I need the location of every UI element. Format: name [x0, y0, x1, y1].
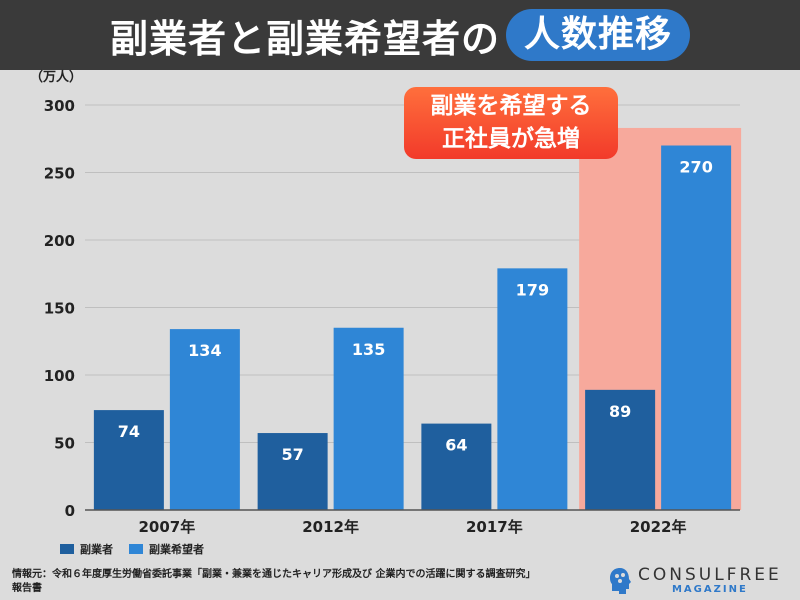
y-tick-label: 100 — [44, 367, 75, 385]
bar-value-label: 179 — [516, 280, 549, 299]
x-tick-label: 2012年 — [302, 518, 359, 536]
y-axis-unit: （万人） — [30, 70, 83, 85]
bar — [333, 327, 404, 510]
y-tick-label: 300 — [44, 97, 75, 115]
x-tick-label: 2022年 — [630, 518, 687, 536]
legend-swatch-side-job-hopeful — [129, 544, 143, 554]
bar — [93, 410, 164, 510]
bar — [257, 433, 328, 510]
y-tick-label: 0 — [65, 502, 75, 520]
x-tick-label: 2007年 — [139, 518, 196, 536]
brand-logo: CONSULFREE MAGAZINE — [608, 566, 782, 595]
legend-item-side-job: 副業者 — [60, 541, 113, 557]
header-bar: 副業者と副業希望者の 人数推移 — [0, 0, 800, 70]
callout-line-2: 正社員が急増 — [442, 126, 580, 152]
x-tick-label: 2017年 — [466, 518, 523, 536]
legend: 副業者 副業希望者 — [60, 541, 220, 557]
y-tick-label: 150 — [44, 300, 75, 318]
brand-sub: MAGAZINE — [671, 584, 748, 595]
callout-line-1: 副業を希望する — [430, 93, 592, 119]
bar-value-label: 134 — [188, 341, 221, 360]
chart-title: 副業者と副業希望者の — [109, 16, 500, 61]
bar — [497, 268, 568, 510]
bar — [421, 423, 492, 510]
legend-swatch-side-job — [60, 544, 74, 554]
legend-item-side-job-hopeful: 副業希望者 — [129, 541, 204, 557]
bar — [661, 145, 732, 510]
bar-value-label: 89 — [609, 402, 631, 421]
brain-head-icon — [610, 567, 631, 594]
bar-value-label: 57 — [281, 445, 303, 464]
brand-name: CONSULFREE — [638, 565, 782, 585]
bar-value-label: 64 — [445, 436, 467, 455]
bar-value-label: 74 — [118, 422, 140, 441]
bar-value-label: 270 — [679, 158, 712, 177]
bar — [169, 329, 240, 510]
legend-label-side-job: 副業者 — [80, 543, 113, 556]
y-tick-label: 200 — [44, 232, 75, 250]
bar-value-label: 135 — [352, 340, 385, 359]
bar — [585, 389, 656, 510]
y-tick-label: 250 — [44, 165, 75, 183]
y-tick-label: 50 — [54, 435, 75, 453]
callout-box: 副業を希望する 正社員が急増 — [404, 87, 618, 159]
source-note: 情報元：令和６年度厚生労働省委託事業「副業・兼業を通じたキャリア形成及び 企業内… — [12, 569, 531, 594]
legend-label-side-job-hopeful: 副業希望者 — [149, 543, 204, 556]
chart-title-highlight: 人数推移 — [506, 9, 691, 61]
